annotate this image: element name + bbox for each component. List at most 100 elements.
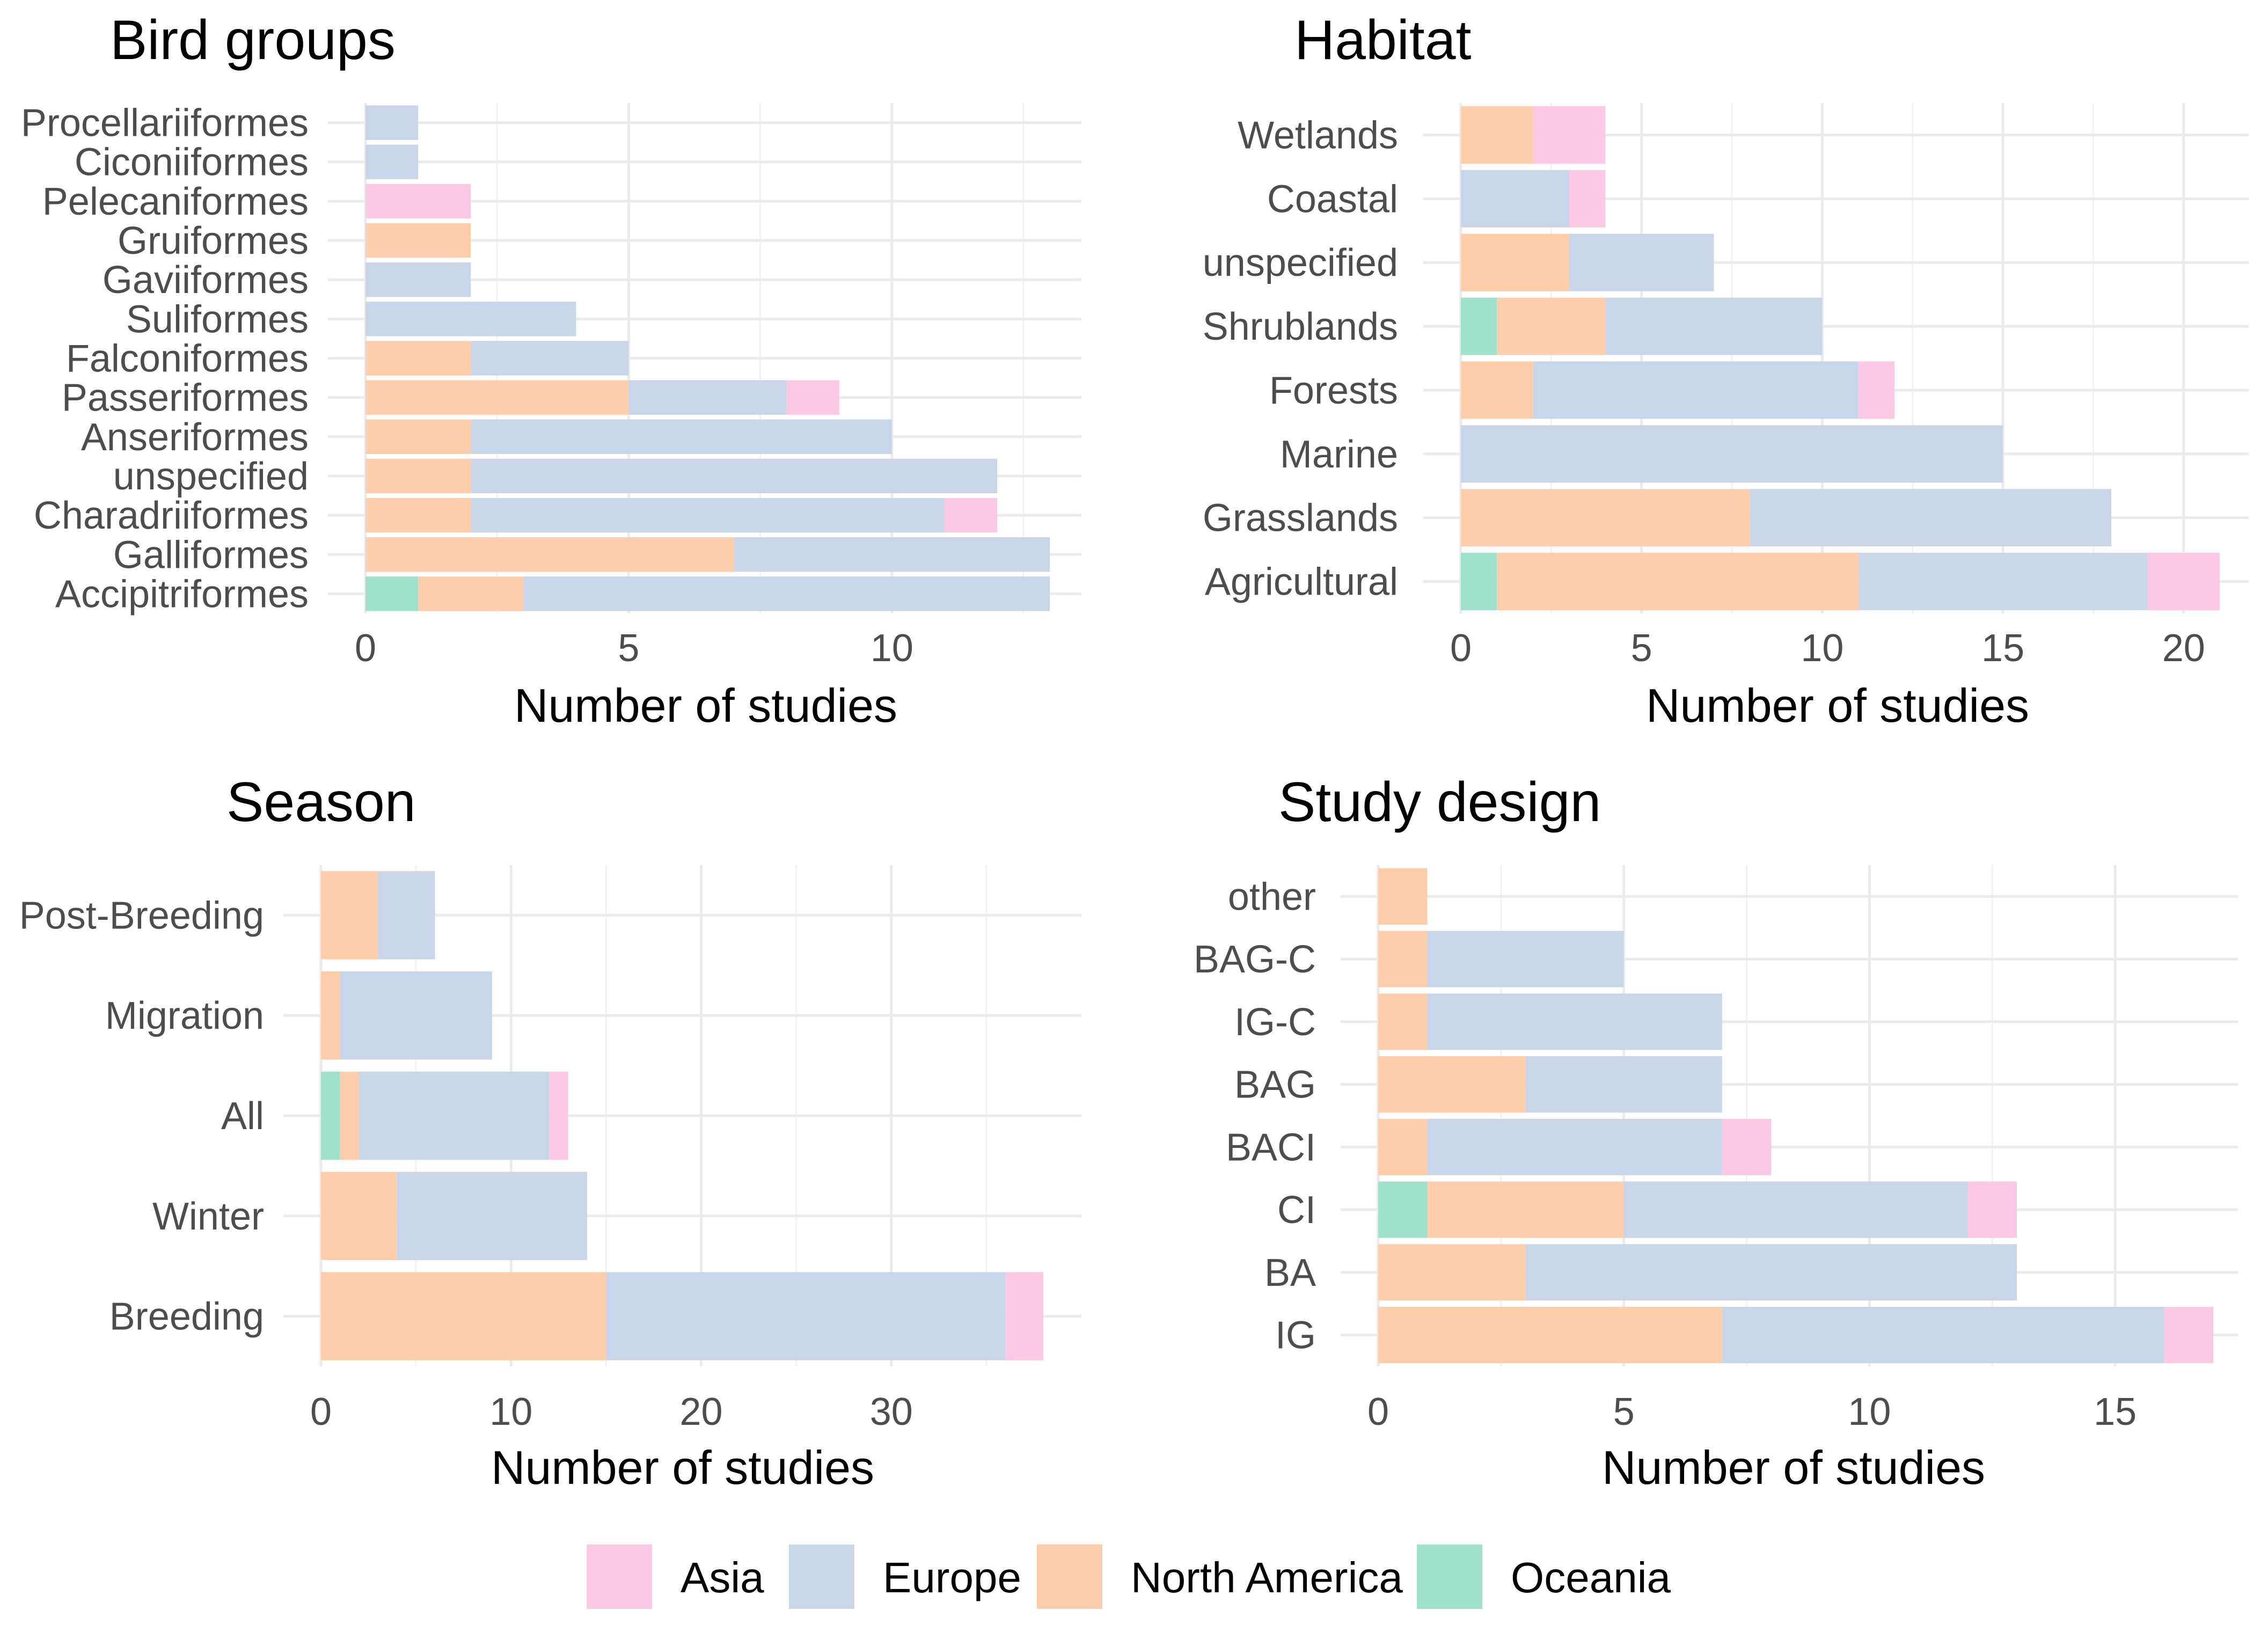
bar-grasslands-europe: [1750, 489, 2112, 547]
x-tick-label: 20: [679, 1390, 722, 1433]
bar-baci-asia: [1722, 1118, 1772, 1175]
bar-charadriiformes-asia: [944, 497, 998, 533]
panel-bird-groups: Bird groups ProcellariiformesCiconiiform…: [21, 9, 1081, 732]
bar-all-oceania: [321, 1071, 340, 1160]
bar-passeriformes-north-america: [365, 380, 629, 415]
bars: [321, 871, 1044, 1360]
bar-gruiformes-north-america: [365, 223, 471, 258]
x-tick-labels: 0 5 10: [355, 627, 913, 670]
x-tick-label: 0: [310, 1390, 332, 1433]
bar-forests-asia: [1858, 361, 1895, 419]
x-tick-labels: 0 5 10 15 20: [1450, 627, 2205, 670]
category-label: Coastal: [1267, 178, 1398, 221]
bar-ig-north-america: [1378, 1307, 1722, 1364]
x-tick-label: 10: [489, 1390, 532, 1433]
category-label: Accipitriformes: [55, 573, 309, 616]
bar-all-asia: [549, 1071, 568, 1160]
bar-pelecaniformes-asia: [365, 184, 471, 219]
bar-breeding-europe: [606, 1272, 1006, 1360]
x-tick-label: 30: [870, 1390, 913, 1433]
legend-label-asia: Asia: [681, 1554, 764, 1601]
x-tick-label: 15: [1981, 627, 2024, 670]
bar-all-europe: [359, 1071, 550, 1160]
bar-other-north-america: [1378, 868, 1428, 925]
bar-grasslands-north-america: [1461, 489, 1750, 547]
bar-bag-north-america: [1378, 1056, 1526, 1113]
category-label: Migration: [105, 994, 264, 1037]
x-tick-label: 0: [1367, 1390, 1389, 1433]
bar-coastal-europe: [1461, 170, 1570, 228]
bar-falconiformes-europe: [471, 341, 629, 376]
category-labels: Post-Breeding Migration All Winter Breeding: [19, 894, 264, 1338]
bar-unspecified-europe: [471, 458, 998, 494]
panel-title: Habitat: [1294, 9, 1472, 71]
bar-winter-europe: [397, 1172, 587, 1260]
bar-ig-europe: [1722, 1307, 2164, 1364]
bar-galliformes-europe: [734, 537, 1050, 572]
x-tick-label: 5: [1613, 1390, 1635, 1433]
bar-suliformes-europe: [365, 302, 576, 336]
panel-title: Bird groups: [110, 9, 396, 71]
category-label: Gaviiformes: [103, 259, 309, 302]
category-label: Pelecaniformes: [42, 180, 309, 223]
bar-ig-asia: [2164, 1307, 2214, 1364]
legend-swatch-oceania: [1417, 1545, 1482, 1609]
bar-forests-north-america: [1461, 361, 1533, 419]
category-label: IG: [1275, 1314, 1316, 1357]
bar-accipitriformes-north-america: [418, 576, 524, 611]
category-label: Galliformes: [113, 533, 309, 576]
x-tick-label: 0: [355, 627, 376, 670]
legend-label-europe: Europe: [883, 1554, 1021, 1601]
bar-accipitriformes-europe: [523, 576, 1050, 611]
category-label: Breeding: [109, 1295, 264, 1338]
bar-post-breeding-north-america: [321, 871, 378, 960]
bar-bag-europe: [1525, 1056, 1722, 1113]
bar-anseriformes-europe: [471, 419, 892, 454]
category-label: Procellariiformes: [21, 102, 309, 145]
legend-label-oceania: Oceania: [1511, 1554, 1671, 1601]
category-label: Ciconiiformes: [75, 141, 309, 184]
bar-ciconiiformes-europe: [365, 144, 419, 179]
panel-habitat: Habitat Wetlands Coastal unspecified Shrubl…: [1203, 9, 2249, 732]
category-label: Forests: [1269, 369, 1398, 412]
x-tick-labels: 0 10 20 30: [310, 1390, 913, 1433]
panel-title: Study design: [1278, 771, 1601, 833]
bar-anseriformes-north-america: [365, 419, 471, 454]
x-axis-label: Number of studies: [491, 1441, 874, 1494]
bar-unspecified-europe: [1569, 233, 1714, 291]
bar-migration-europe: [340, 971, 492, 1060]
bar-ig-c-north-america: [1378, 993, 1428, 1050]
bar-procellariiformes-europe: [365, 105, 419, 140]
bar-coastal-asia: [1569, 170, 1606, 228]
category-labels: other BAG-C IG-C BAG BACI CI BA IG: [1194, 875, 1316, 1357]
category-label: Shrublands: [1203, 305, 1398, 348]
category-label: BACI: [1226, 1126, 1316, 1169]
x-axis-label: Number of studies: [1646, 679, 2029, 732]
x-tick-label: 0: [1450, 627, 1472, 670]
bars: [1378, 868, 2214, 1364]
bar-galliformes-north-america: [365, 537, 734, 572]
category-label: All: [221, 1095, 264, 1138]
bar-wetlands-north-america: [1461, 106, 1533, 164]
category-label: BA: [1264, 1251, 1316, 1294]
bar-shrublands-oceania: [1461, 297, 1497, 355]
bar-all-north-america: [340, 1071, 359, 1160]
category-labels: Wetlands Coastal unspecified Shrublands Fore…: [1203, 114, 1398, 603]
legend-swatch-europe: [789, 1545, 854, 1609]
category-label: other: [1228, 875, 1316, 918]
panel-study-design: Study design other BAG-C IG-C BAG BACI CI BA IG…: [1194, 771, 2238, 1494]
bar-ci-asia: [1967, 1181, 2017, 1238]
bar-agricultural-asia: [2147, 553, 2220, 611]
category-label: Agricultural: [1205, 561, 1398, 604]
category-label: Wetlands: [1238, 114, 1398, 157]
bar-passeriformes-europe: [628, 380, 787, 415]
legend-label-north-america: North America: [1131, 1554, 1403, 1601]
bar-breeding-asia: [1005, 1272, 1044, 1360]
bar-migration-north-america: [321, 971, 340, 1060]
bar-agricultural-oceania: [1461, 553, 1497, 611]
bar-baci-europe: [1427, 1118, 1722, 1175]
x-tick-label: 20: [2162, 627, 2205, 670]
legend-swatch-north-america: [1037, 1545, 1102, 1609]
bar-agricultural-europe: [1858, 553, 2148, 611]
